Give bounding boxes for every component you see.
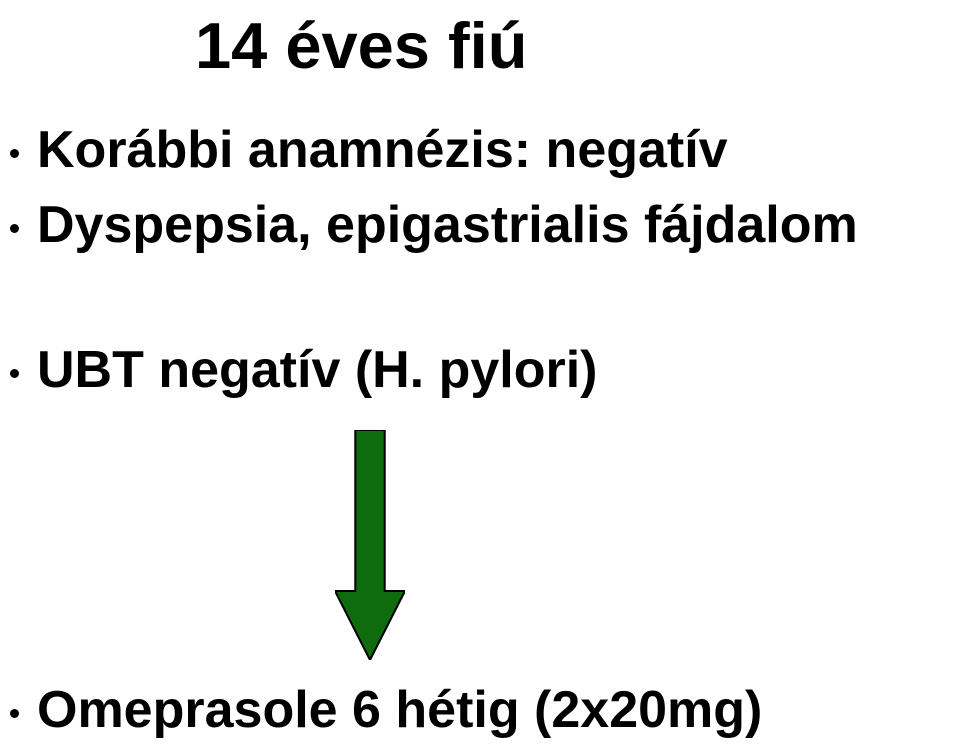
bullet-dot-icon xyxy=(10,709,19,718)
bullet-text: Korábbi anamnézis: negatív xyxy=(37,121,728,179)
bullet-omeprasole: Omeprasole 6 hétig (2x20mg) xyxy=(10,680,762,740)
bullet-dot-icon xyxy=(10,224,19,233)
bullet-text: Omeprasole 6 hétig (2x20mg) xyxy=(37,681,762,739)
bullet-dyspepsia: Dyspepsia, epigastrialis fájdalom xyxy=(10,195,858,255)
slide-title: 14 éves fiú xyxy=(195,8,527,83)
bullet-ubt: UBT negatív (H. pylori) xyxy=(10,340,597,400)
arrow-down-icon xyxy=(335,430,405,660)
arrow-svg xyxy=(335,430,405,660)
bullet-dot-icon xyxy=(10,369,19,378)
bullet-anamnesis: Korábbi anamnézis: negatív xyxy=(10,120,728,180)
bullet-text: UBT negatív (H. pylori) xyxy=(37,341,597,399)
bullet-text: Dyspepsia, epigastrialis fájdalom xyxy=(37,196,858,254)
bullet-dot-icon xyxy=(10,149,19,158)
slide: 14 éves fiú Korábbi anamnézis: negatív D… xyxy=(0,0,960,751)
